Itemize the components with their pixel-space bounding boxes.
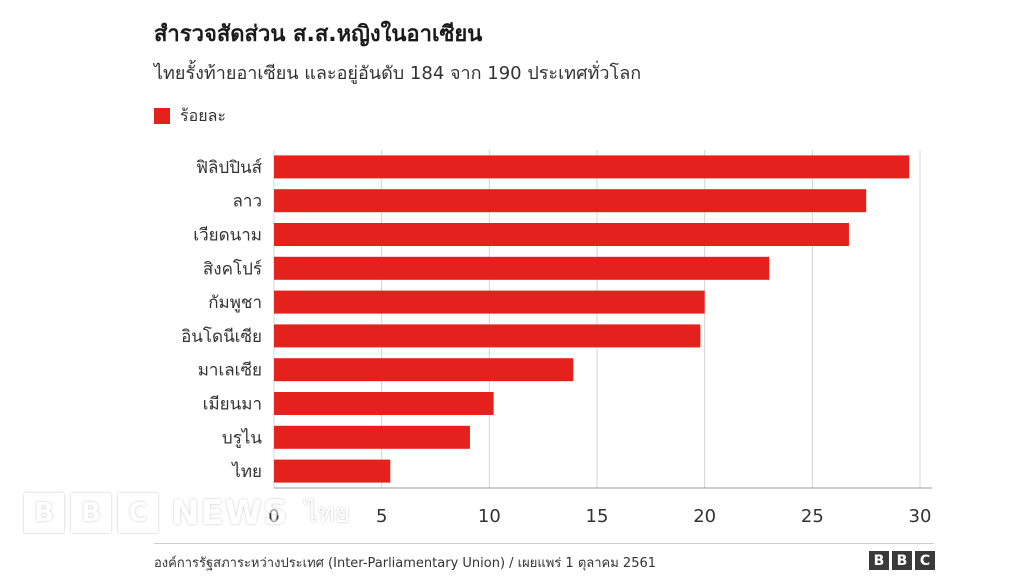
category-label: บรูไน: [222, 427, 262, 448]
legend-label: ร้อยละ: [180, 105, 226, 125]
category-label: ฟิลิปปินส์: [196, 158, 263, 178]
category-label: อินโดนีเซีย: [181, 326, 262, 347]
bbc-logo-letter: C: [915, 551, 935, 570]
bar: [274, 425, 470, 449]
category-label: สิงคโปร์: [203, 258, 262, 279]
bar: [274, 358, 574, 382]
x-tick-label: 25: [801, 506, 824, 527]
watermark-lang: ไทย: [304, 498, 351, 529]
watermark-letter: C: [118, 493, 158, 533]
bbc-news-watermark: B B C NEWS ไทย: [24, 490, 350, 536]
bbc-logo-letter: B: [892, 551, 912, 570]
legend-swatch: [154, 108, 170, 124]
bbc-logo: B B C: [866, 551, 935, 570]
bar: [274, 459, 391, 483]
source-text: องค์การรัฐสภาระหว่างประเทศ (Inter-Parlia…: [154, 556, 657, 571]
footer-divider: [154, 543, 934, 544]
bar: [274, 324, 701, 348]
bar: [274, 392, 494, 415]
category-label: เวียดนาม: [193, 226, 262, 246]
bar: [274, 290, 705, 314]
category-label: มาเลเซีย: [198, 361, 262, 381]
x-tick-label: 5: [376, 506, 387, 527]
bar: [274, 155, 910, 179]
x-tick-label: 10: [478, 506, 501, 527]
watermark-letter: B: [24, 493, 64, 533]
watermark-word: NEWS: [171, 493, 289, 533]
x-tick-label: 0: [268, 506, 279, 527]
category-label: ลาว: [232, 192, 262, 212]
category-label: ไทย: [230, 461, 262, 482]
bbc-logo-letter: B: [869, 551, 889, 570]
bar: [274, 189, 867, 213]
x-tick-label: 30: [909, 506, 932, 527]
chart-title: สำรวจสัดส่วน ส.ส.หญิงในอาเซียน: [154, 22, 483, 47]
bar: [274, 256, 770, 280]
category-label: กัมพูชา: [208, 293, 262, 313]
bar: [274, 223, 849, 246]
x-tick-label: 20: [693, 506, 716, 527]
category-label: เมียนมา: [203, 395, 262, 415]
watermark-letter: B: [71, 493, 111, 533]
chart-legend: ร้อยละ: [154, 106, 226, 126]
chart-subtitle: ไทยรั้งท้ายอาเซียน และอยู่อันดับ 184 จาก…: [154, 63, 642, 84]
x-tick-label: 15: [586, 506, 609, 527]
